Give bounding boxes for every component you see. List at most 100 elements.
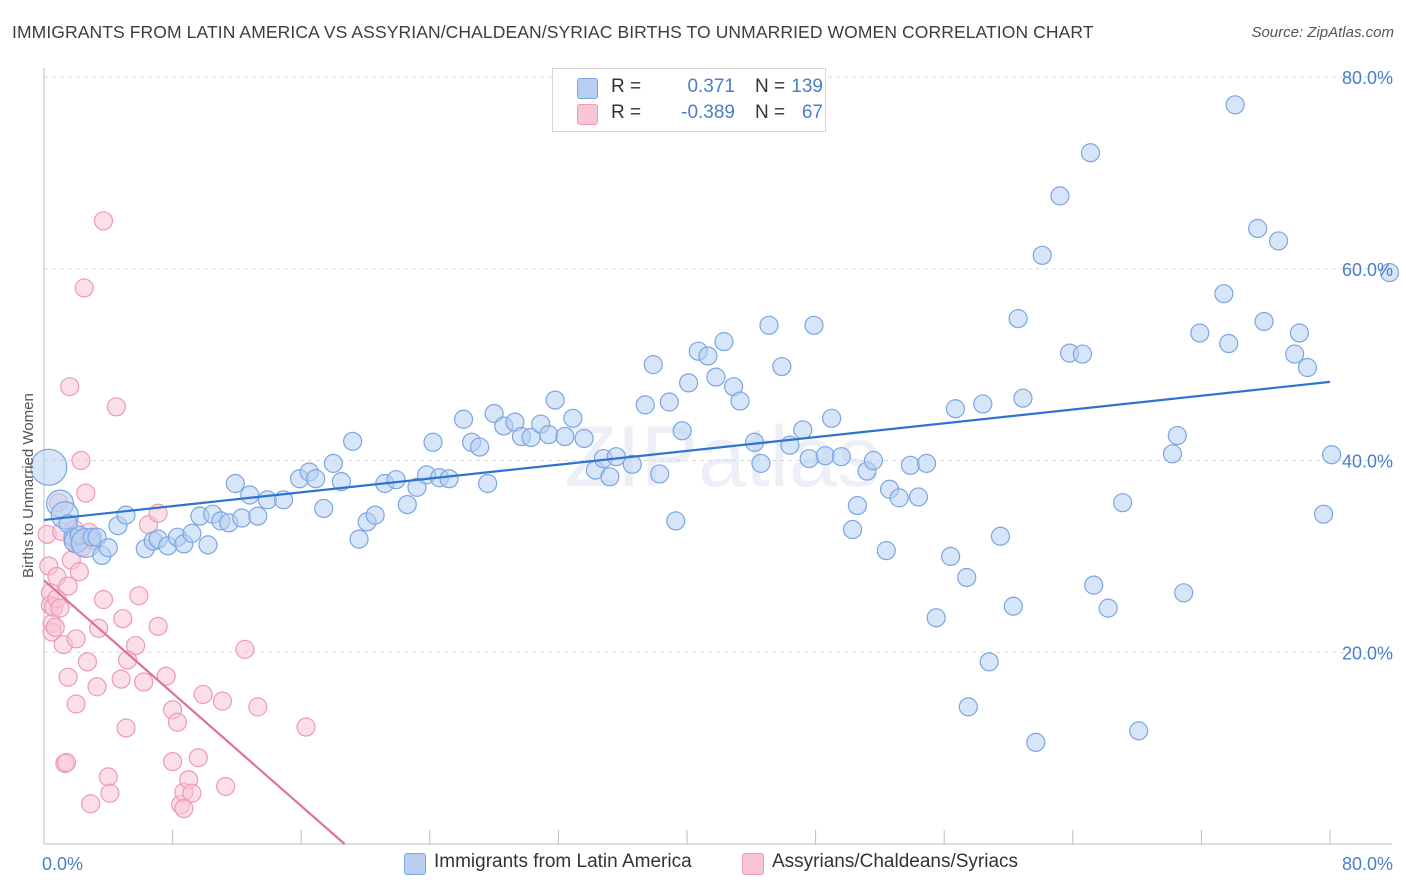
data-point-assyrians [129,586,149,606]
data-point-latin-america [990,526,1011,546]
trend-line-assyrians [43,579,346,845]
data-point-latin-america [659,392,679,412]
data-point-latin-america [198,535,218,555]
trend-lines [43,380,1331,845]
data-point-latin-america [672,421,692,441]
x-tick-label-max: 80.0% [1342,854,1393,874]
data-point-latin-america [1379,262,1400,283]
legend-swatch-pink [577,104,598,125]
data-point-latin-america [941,546,961,566]
data-point-latin-america [439,469,459,489]
data-point-latin-america [772,356,792,377]
x-tick-label-min: 0.0% [42,854,83,874]
data-point-assyrians [116,718,136,738]
data-point-latin-america [916,453,937,473]
data-point-assyrians [76,483,96,503]
data-point-latin-america [730,391,750,411]
data-point-latin-america [555,426,575,447]
data-point-assyrians [56,752,77,773]
data-point-latin-america [679,373,699,393]
data-point-latin-america [822,408,842,428]
trend-line-latin-america [43,380,1331,522]
data-point-assyrians [296,717,316,737]
data-point-assyrians [163,751,183,772]
data-point-latin-america [1268,231,1289,251]
data-point-latin-america [478,473,498,494]
data-point-latin-america [1080,143,1101,163]
data-point-assyrians [167,712,188,732]
data-point-assyrians [50,598,70,618]
data-point-latin-america [831,447,851,467]
data-point-latin-america [643,355,663,375]
r-value: 0.371 [687,76,735,97]
data-point-latin-america [600,467,620,487]
data-point-assyrians [66,694,86,714]
y-tick-label: 40.0% [1342,452,1393,472]
data-point-latin-america [314,498,334,519]
n-label: N = [755,76,786,97]
series-legend: Immigrants from Latin America Assyrians/… [0,851,1406,879]
data-point-latin-america [539,425,559,445]
data-point-latin-america [1026,732,1046,752]
data-point-assyrians [106,397,126,417]
data-point-latin-america [900,455,921,475]
data-point-assyrians [111,669,131,689]
data-point-latin-america [1050,186,1070,206]
data-point-assyrians [58,576,78,596]
y-tick-label: 20.0% [1342,643,1393,663]
data-point-assyrians [126,635,146,656]
data-point-latin-america [574,428,594,449]
y-tick-label: 80.0% [1342,68,1393,88]
data-point-assyrians [216,776,236,797]
data-point-assyrians [188,748,208,768]
data-point-latin-america [1129,721,1149,741]
data-point-latin-america [397,495,417,515]
data-point-latin-america [386,470,406,490]
data-point-latin-america [1013,388,1033,408]
series-assyrians-points [37,211,316,819]
data-point-assyrians [113,609,133,629]
data-point-assyrians [74,278,94,298]
data-point-latin-america [1285,344,1305,364]
data-point-assyrians [69,562,89,582]
data-point-latin-america [116,505,136,525]
data-point-latin-america [563,408,583,428]
chart-title: IMMIGRANTS FROM LATIN AMERICA VS ASSYRIA… [12,22,1094,42]
legend-swatch-blue [404,853,426,875]
data-point-latin-america [1167,425,1187,446]
data-point-latin-america [257,490,278,510]
data-point-latin-america [240,485,260,505]
data-point-assyrians [182,783,202,803]
data-point-latin-america [666,511,686,531]
data-point-latin-america [1219,333,1239,354]
data-point-latin-america [182,523,202,543]
data-point-latin-america [847,495,867,516]
gridlines [44,76,1392,653]
data-point-assyrians [117,650,138,670]
data-point-latin-america [698,346,718,366]
data-point-latin-america [889,488,909,508]
data-point-latin-america [622,454,642,474]
data-point-latin-america [1313,504,1334,524]
source-credit: Source: ZipAtlas.com [1251,24,1394,41]
data-point-latin-america [606,447,626,467]
r-label: R = [611,76,642,97]
data-point-latin-america [799,448,819,469]
data-point-latin-america [331,471,351,492]
data-point-assyrians [93,211,114,231]
correlation-legend: R = 0.371 N = 139 R = -0.389 N = 67 [552,68,826,132]
data-point-latin-america [958,697,978,717]
data-point-latin-america [973,394,993,414]
data-point-assyrians [100,783,120,803]
data-point-latin-america [979,652,999,672]
data-point-latin-america [759,315,779,335]
legend-swatch-pink [742,853,764,875]
data-point-latin-america [908,487,929,507]
data-point-assyrians [134,672,154,692]
data-point-latin-america [343,431,363,451]
data-point-latin-america [876,541,896,561]
data-point-assyrians [212,691,233,711]
data-point-latin-america [1008,309,1028,329]
data-point-latin-america [1289,323,1310,343]
data-point-latin-america [793,420,813,440]
